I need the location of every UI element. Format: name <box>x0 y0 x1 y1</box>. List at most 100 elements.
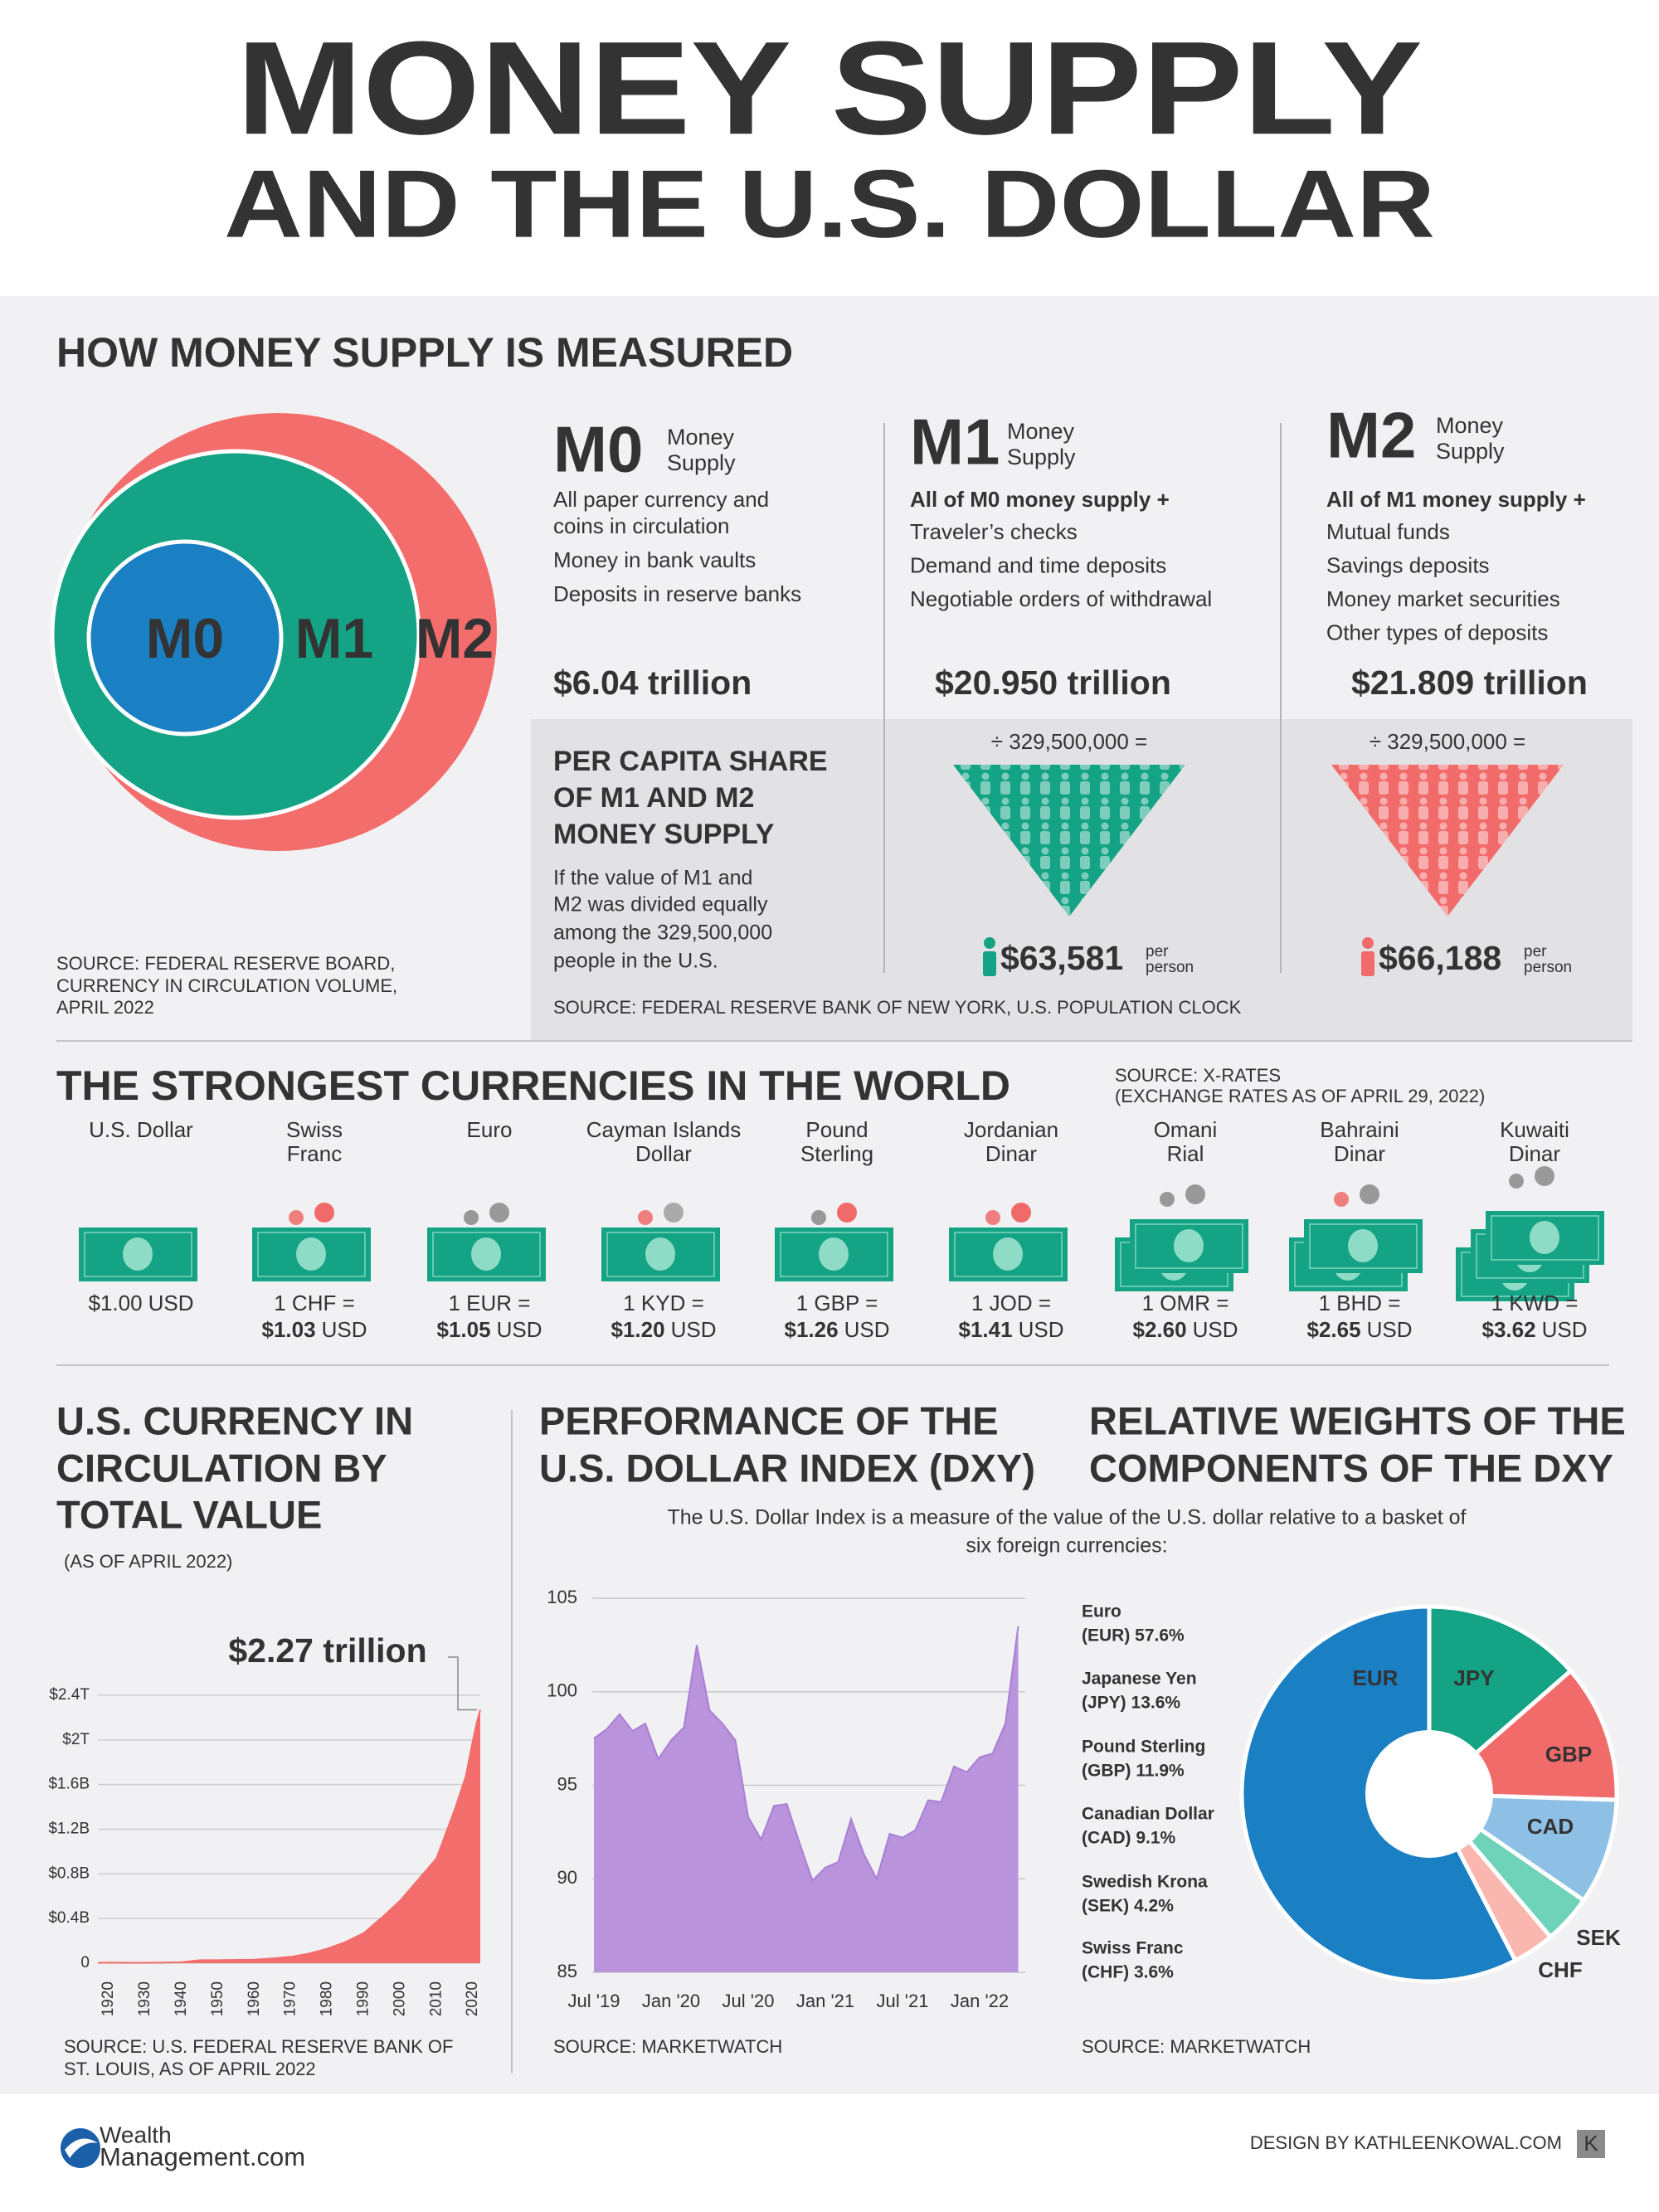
per-capita-text: If the value of M1 and <box>553 867 752 890</box>
coin <box>1535 1166 1554 1186</box>
money-total: $21.809 trillion <box>1351 664 1588 702</box>
money-label: Supply <box>667 450 736 475</box>
person-icon <box>1362 937 1374 949</box>
coin <box>1509 1174 1524 1189</box>
bill-seal <box>1530 1221 1559 1254</box>
currency-value: $1.03 USD <box>262 1317 367 1342</box>
bill-border <box>1135 1223 1243 1269</box>
currency-name: Sterling <box>800 1141 873 1166</box>
unit: USD <box>1542 1317 1588 1342</box>
people-pattern <box>953 765 1185 916</box>
chart-title: RELATIVE WEIGHTS OF THE <box>1089 1398 1626 1442</box>
definition-lead: All of M1 money supply + <box>1326 487 1586 512</box>
money-label: Supply <box>1007 445 1076 469</box>
people-pattern <box>1331 765 1564 916</box>
donut-hole <box>1365 1730 1493 1858</box>
circle-label: M2 <box>416 607 494 670</box>
bill-border <box>1491 1215 1599 1261</box>
chart-subtitle: The U.S. Dollar Index is a measure of th… <box>668 1506 1467 1529</box>
x-tick-label: Jul '20 <box>722 1991 775 2011</box>
currency-value: $3.62 USD <box>1482 1317 1588 1342</box>
value: $3.62 <box>1482 1317 1536 1342</box>
coin <box>1360 1184 1379 1204</box>
currency-rate: 1 JOD = <box>971 1291 1051 1315</box>
definition-item: Other types of deposits <box>1326 620 1548 644</box>
coin <box>289 1210 304 1225</box>
person-icon <box>983 951 996 976</box>
bill-seal <box>1348 1229 1378 1262</box>
x-tick-label: Jan '21 <box>796 1991 854 2011</box>
slice-label: CAD <box>1527 1814 1574 1839</box>
area-fill <box>98 1709 480 1963</box>
source-note: APRIL 2022 <box>56 997 154 1018</box>
coin <box>1185 1184 1205 1204</box>
person-icon <box>1361 951 1374 976</box>
source-note: SOURCE: FEDERAL RESERVE BANK OF NEW YORK… <box>553 997 1242 1018</box>
currency-name: Cayman Islands <box>586 1117 741 1142</box>
unit: USD <box>844 1317 890 1342</box>
money-total: $6.04 trillion <box>553 664 752 702</box>
y-tick-label: 105 <box>547 1587 577 1607</box>
currency-name: Kuwaiti <box>1500 1117 1569 1142</box>
currency-value: $1.26 USD <box>785 1317 890 1342</box>
definition-item: coins in circulation <box>553 513 729 538</box>
currency-rate: 1 BHD = <box>1319 1291 1401 1315</box>
currency-value: $1.00 USD <box>89 1291 194 1315</box>
currency-name: Omani <box>1154 1117 1218 1142</box>
bill-seal <box>1174 1229 1204 1262</box>
source-note: SOURCE: MARKETWATCH <box>1082 2036 1311 2057</box>
x-tick-label: Jul '21 <box>877 1991 929 2011</box>
coin <box>664 1203 684 1223</box>
y-tick-label: 85 <box>557 1961 577 1981</box>
coin <box>638 1210 653 1225</box>
logo-globe <box>61 2128 100 2168</box>
currency-name: Pound <box>805 1117 868 1142</box>
circle-label: M0 <box>146 607 224 670</box>
x-tick-label: Jan '22 <box>951 1991 1009 2011</box>
legend-name: Swedish Krona <box>1082 1873 1208 1892</box>
x-tick-label: Jul '19 <box>568 1991 620 2011</box>
m0-circle <box>86 539 284 737</box>
value: $1.03 <box>262 1317 316 1342</box>
value: $2.65 <box>1307 1317 1361 1342</box>
credit-mark: K <box>1584 2131 1598 2156</box>
section-heading: HOW MONEY SUPPLY IS MEASURED <box>56 329 793 376</box>
coin <box>1160 1192 1175 1207</box>
y-tick-label: $2T <box>62 1731 90 1748</box>
x-tick-label: 2010 <box>427 1981 445 2016</box>
currency-rate: 1 GBP = <box>796 1291 878 1315</box>
value: $1.26 <box>785 1317 839 1342</box>
value: $1.00 <box>89 1291 143 1315</box>
per-label: person <box>1146 959 1194 976</box>
chart-title: PERFORMANCE OF THE <box>539 1398 999 1442</box>
chart-title: U.S. DOLLAR INDEX (DXY) <box>539 1446 1035 1490</box>
coin <box>464 1210 479 1225</box>
y-tick-label: $0.8B <box>48 1864 90 1882</box>
x-tick-label: 1950 <box>209 1981 226 2016</box>
x-tick-label: 1970 <box>282 1981 299 2016</box>
x-tick-label: 1920 <box>100 1981 117 2016</box>
definition-item: Deposits in reserve banks <box>553 581 801 606</box>
bill-seal <box>993 1237 1023 1271</box>
currency-value: $1.05 USD <box>437 1317 542 1342</box>
bill-border <box>432 1232 541 1277</box>
definition-item: Demand and time deposits <box>910 552 1166 577</box>
x-tick-label: Jan '20 <box>642 1991 700 2011</box>
currency-rate: 1 EUR = <box>449 1291 531 1315</box>
header-background <box>0 0 1659 296</box>
y-tick-label: $1.6B <box>48 1776 90 1793</box>
value: $1.05 <box>437 1317 491 1342</box>
section-heading: THE STRONGEST CURRENCIES IN THE WORLD <box>56 1062 1010 1109</box>
currency-value: $1.41 USD <box>959 1317 1064 1342</box>
x-tick-label: 1960 <box>246 1981 263 2016</box>
main-title: MONEY SUPPLY <box>236 13 1423 162</box>
currency-value: $2.60 USD <box>1133 1317 1238 1342</box>
currency-name: Swiss <box>286 1117 343 1142</box>
currency-rate: 1 CHF = <box>274 1291 355 1315</box>
value: $1.41 <box>959 1317 1013 1342</box>
unit: USD <box>148 1291 194 1315</box>
currency-name: Jordanian <box>964 1117 1058 1142</box>
source-note: CURRENCY IN CIRCULATION VOLUME, <box>56 975 397 996</box>
bill-border <box>780 1232 888 1277</box>
design-credit: DESIGN BY KATHLEENKOWAL.COM <box>1250 2132 1562 2153</box>
